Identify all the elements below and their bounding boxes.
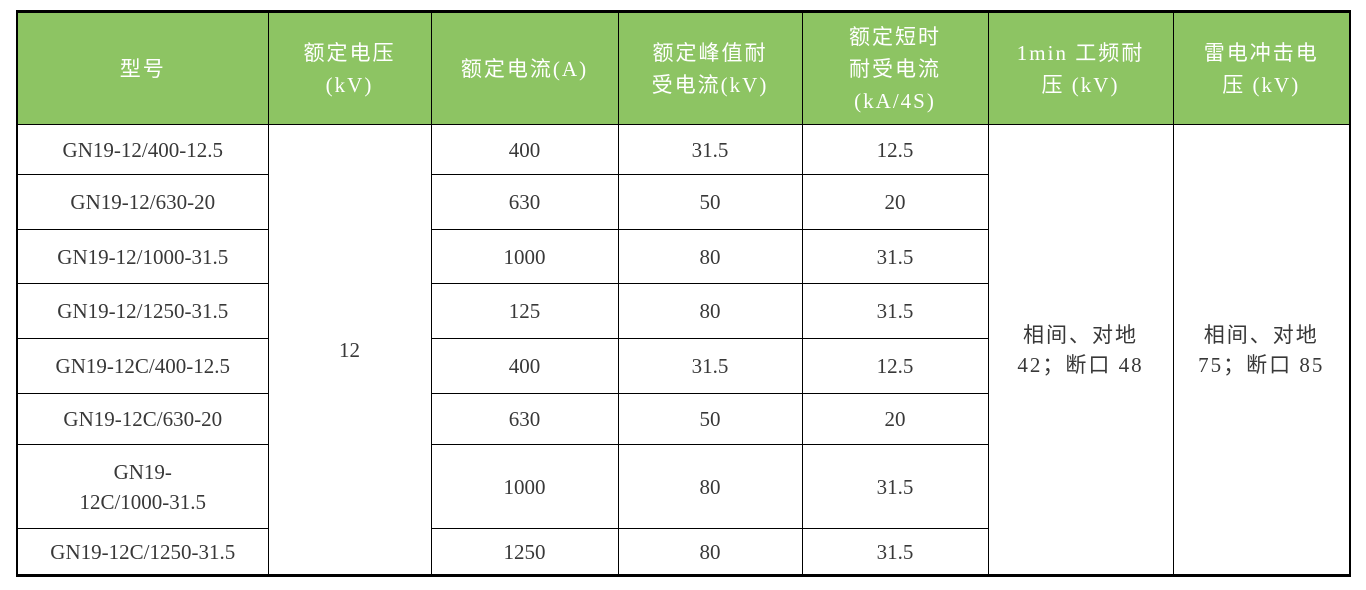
cell-model: GN19-12/630-20 — [16, 174, 269, 230]
header-lightning-impulse-voltage: 雷电冲击电 压 (kV) — [1172, 11, 1351, 125]
cell-short-time: 20 — [801, 393, 989, 445]
cell-current: 630 — [430, 174, 619, 230]
cell-power-frequency-merged: 相间、对地 42；断口 48 — [987, 124, 1174, 576]
table-row: GN19-12/400-12.5 12 400 31.5 12.5 相间、对地 … — [16, 124, 1351, 576]
header-rated-voltage: 额定电压 (kV) — [267, 11, 432, 125]
cell-current: 125 — [430, 283, 619, 339]
cell-short-time: 12.5 — [801, 124, 989, 175]
table-row: GN19-12/1250-31.5 125 80 31.5 — [16, 283, 1350, 339]
cell-short-time: 31.5 — [801, 444, 989, 529]
cell-peak: 80 — [617, 283, 803, 339]
cell-peak: 50 — [617, 393, 803, 445]
header-power-frequency-withstand: 1min 工频耐 压 (kV) — [987, 11, 1174, 125]
cell-lightning-impulse-merged: 相间、对地 75；断口 85 — [1172, 124, 1351, 576]
cell-model: GN19-12C/1250-31.5 — [16, 528, 269, 576]
table-row: GN19-12C/630-20 630 50 20 — [16, 393, 1350, 445]
cell-short-time: 31.5 — [801, 283, 989, 339]
cell-model: GN19-12/1000-31.5 — [16, 229, 269, 284]
header-rated-current: 额定电流(A) — [430, 11, 619, 125]
cell-peak: 80 — [617, 528, 803, 576]
cell-short-time: 20 — [801, 174, 989, 230]
cell-current: 400 — [430, 338, 619, 394]
header-short-time-withstand-current: 额定短时 耐受电流 (kA/4S) — [801, 11, 989, 125]
table-row: GN19-12/1000-31.5 1000 80 31.5 — [16, 229, 1350, 284]
table-row: GN19- 12C/1000-31.5 1000 80 31.5 — [16, 444, 1350, 529]
table-header-row: 型号 额定电压 (kV) 额定电流(A) 额定峰值耐 受电流(kV) 额定短时 … — [16, 11, 1351, 125]
cell-current: 1000 — [430, 444, 619, 529]
cell-short-time: 31.5 — [801, 528, 989, 576]
cell-model: GN19-12C/400-12.5 — [16, 338, 269, 394]
cell-model: GN19- 12C/1000-31.5 — [16, 444, 269, 529]
cell-peak: 80 — [617, 229, 803, 284]
cell-current: 1000 — [430, 229, 619, 284]
specification-table: 型号 额定电压 (kV) 额定电流(A) 额定峰值耐 受电流(kV) 额定短时 … — [16, 10, 1351, 577]
cell-peak: 50 — [617, 174, 803, 230]
cell-current: 1250 — [430, 528, 619, 576]
header-model: 型号 — [16, 11, 269, 125]
cell-model: GN19-12/400-12.5 — [16, 124, 269, 175]
header-peak-withstand-current: 额定峰值耐 受电流(kV) — [617, 11, 803, 125]
cell-current: 400 — [430, 124, 619, 175]
cell-model: GN19-12/1250-31.5 — [16, 283, 269, 339]
cell-model: GN19-12C/630-20 — [16, 393, 269, 445]
cell-rated-voltage-merged: 12 — [267, 124, 432, 576]
table-row: GN19-12C/1250-31.5 1250 80 31.5 — [16, 528, 1350, 576]
cell-current: 630 — [430, 393, 619, 445]
table-row: GN19-12/630-20 630 50 20 — [16, 174, 1350, 230]
cell-peak: 31.5 — [617, 124, 803, 175]
cell-short-time: 12.5 — [801, 338, 989, 394]
cell-peak: 80 — [617, 444, 803, 529]
cell-short-time: 31.5 — [801, 229, 989, 284]
cell-peak: 31.5 — [617, 338, 803, 394]
